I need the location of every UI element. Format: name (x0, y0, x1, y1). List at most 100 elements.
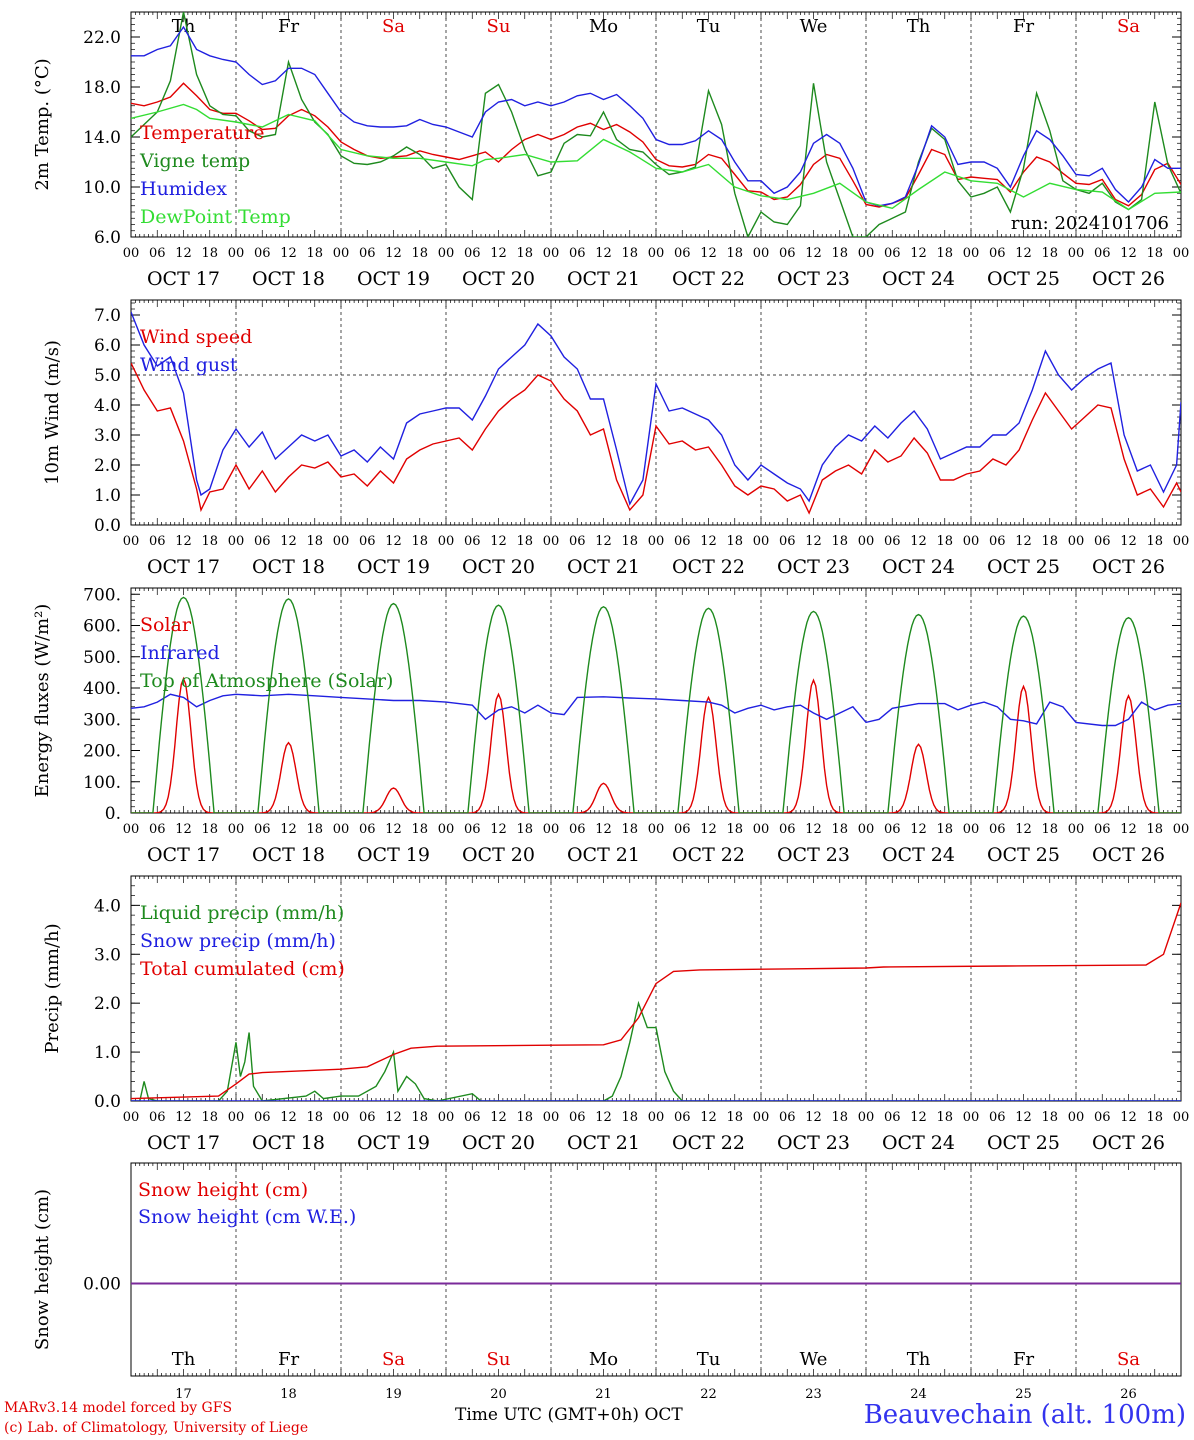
date-label: OCT 18 (252, 844, 325, 866)
hour-tick-label: 06 (989, 246, 1006, 261)
date-label: OCT 17 (147, 556, 220, 578)
day-number: 23 (805, 1387, 822, 1402)
day-label: Sa (1117, 16, 1140, 37)
hour-tick-label: 12 (280, 1110, 297, 1125)
hour-tick-label: 00 (1173, 534, 1190, 549)
hour-tick-label: 00 (438, 822, 455, 837)
panel-5: Th Fr Sa Su Mo Tu We Th Fr Sa 17 18 19 20 21 22 23 24 25 26… (32, 1162, 1182, 1402)
date-label: OCT 22 (672, 268, 745, 290)
hour-tick-label: 12 (910, 246, 927, 261)
day-label: Sa (382, 1349, 405, 1370)
day-label: Th (907, 16, 931, 37)
date-label: OCT 21 (567, 268, 640, 290)
hour-tick-label: 12 (175, 822, 192, 837)
run-annotation: run: 2024101706 (1011, 213, 1169, 234)
date-label: OCT 23 (777, 844, 850, 866)
hour-tick-label: 18 (1146, 246, 1163, 261)
hour-tick-label: 00 (333, 1110, 350, 1125)
panel-4: 00 06 12 18 00 06 12 18 00 06 12 18 00 06 12 18 00 06 12 18… (42, 875, 1190, 1154)
series-line-top-of-atmosphere-solar- (131, 596, 1181, 813)
hour-tick-label: 06 (569, 246, 586, 261)
y-tick-label: 4.0 (94, 396, 121, 416)
day-number: 17 (175, 1387, 192, 1402)
date-label: OCT 19 (357, 268, 430, 290)
legend-entry: Wind gust (140, 354, 238, 376)
hour-tick-label: 18 (411, 822, 428, 837)
y-tick-label: 0.0 (94, 1092, 121, 1112)
series-line-liquid-precip-mm-h- (131, 1000, 1181, 1101)
hour-tick-label: 12 (700, 1110, 717, 1125)
hour-tick-label: 06 (1094, 822, 1111, 837)
hour-tick-label: 12 (595, 1110, 612, 1125)
hour-tick-label: 00 (648, 246, 665, 261)
hour-tick-label: 00 (963, 246, 980, 261)
date-label: OCT 23 (777, 556, 850, 578)
y-axis-label: 10m Wind (m/s) (42, 340, 63, 485)
hour-tick-label: 06 (884, 1110, 901, 1125)
hour-tick-label: 06 (254, 246, 271, 261)
y-tick-label: 7.0 (94, 306, 121, 326)
hour-tick-label: 06 (149, 822, 166, 837)
hour-tick-label: 00 (963, 822, 980, 837)
hour-tick-label: 12 (385, 1110, 402, 1125)
hour-tick-label: 06 (464, 246, 481, 261)
day-label: Fr (278, 1349, 299, 1370)
hour-tick-label: 00 (1173, 1110, 1190, 1125)
hour-tick-label: 06 (254, 534, 271, 549)
series-line-dewpoint-temp (131, 103, 1181, 211)
hour-tick-label: 06 (674, 1110, 691, 1125)
y-tick-label: 14.0 (83, 128, 121, 148)
hour-tick-label: 18 (1146, 822, 1163, 837)
day-number: 24 (910, 1387, 927, 1402)
hour-tick-label: 12 (385, 822, 402, 837)
day-label: Th (907, 1349, 931, 1370)
hour-tick-label: 06 (1094, 246, 1111, 261)
hour-tick-label: 00 (648, 822, 665, 837)
hour-tick-label: 00 (333, 822, 350, 837)
hour-tick-label: 06 (779, 822, 796, 837)
hour-tick-label: 12 (805, 534, 822, 549)
hour-tick-label: 12 (385, 534, 402, 549)
hour-tick-label: 18 (411, 246, 428, 261)
day-label: Th (172, 1349, 196, 1370)
hour-tick-label: 06 (149, 246, 166, 261)
hour-tick-label: 18 (1041, 1110, 1058, 1125)
hour-tick-label: 06 (674, 534, 691, 549)
hour-tick-label: 12 (1015, 1110, 1032, 1125)
hour-tick-label: 06 (1094, 1110, 1111, 1125)
hour-tick-label: 18 (831, 822, 848, 837)
date-label: OCT 25 (987, 844, 1060, 866)
day-label: Mo (589, 16, 618, 37)
hour-tick-label: 00 (963, 534, 980, 549)
plot-frame (130, 11, 1182, 238)
hour-tick-label: 18 (831, 246, 848, 261)
y-tick-label: 1.0 (94, 486, 121, 506)
hour-tick-label: 06 (884, 246, 901, 261)
series-line-total-cumulated-cm- (131, 902, 1181, 1100)
date-label: OCT 21 (567, 1132, 640, 1154)
day-label: Fr (1013, 1349, 1034, 1370)
hour-tick-label: 18 (516, 534, 533, 549)
legend-entry: Snow height (cm) (138, 1179, 308, 1201)
legend-entry: Humidex (140, 178, 227, 200)
hour-tick-label: 00 (858, 822, 875, 837)
date-label: OCT 23 (777, 1132, 850, 1154)
hour-tick-label: 06 (884, 534, 901, 549)
hour-tick-label: 00 (1068, 534, 1085, 549)
legend-entry: Wind speed (140, 326, 252, 348)
hour-tick-label: 18 (1146, 534, 1163, 549)
hour-tick-label: 00 (333, 246, 350, 261)
day-label: Su (487, 16, 511, 37)
hour-tick-label: 12 (700, 534, 717, 549)
hour-tick-label: 18 (936, 822, 953, 837)
y-tick-label: 3.0 (94, 945, 121, 965)
legend-entry: Snow precip (mm/h) (140, 930, 336, 952)
date-label: OCT 19 (357, 1132, 430, 1154)
date-label: OCT 26 (1092, 556, 1165, 578)
hour-tick-label: 00 (438, 534, 455, 549)
hour-tick-label: 18 (201, 534, 218, 549)
hour-tick-label: 12 (700, 822, 717, 837)
legend-entry: Top of Atmosphere (Solar) (140, 670, 393, 692)
y-tick-label: 200. (83, 742, 121, 762)
